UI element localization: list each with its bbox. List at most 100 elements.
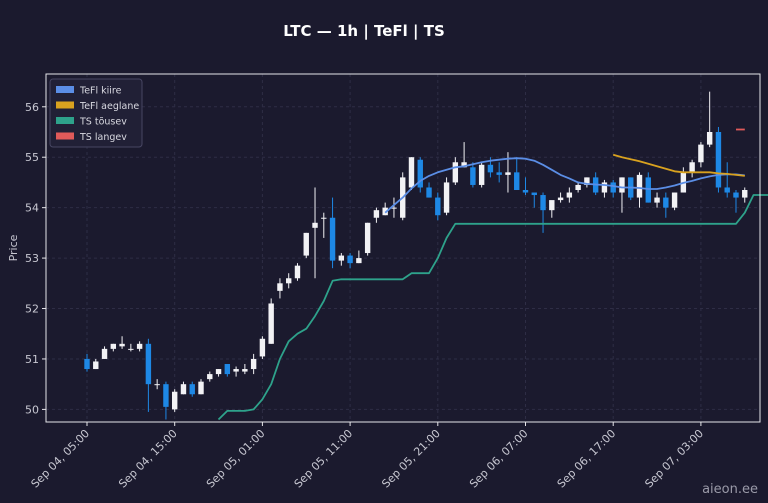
candle bbox=[268, 298, 274, 344]
candle-body bbox=[724, 187, 730, 193]
candle bbox=[654, 192, 660, 208]
candle-body bbox=[145, 343, 152, 385]
candle bbox=[478, 162, 485, 188]
candle-body bbox=[356, 258, 362, 264]
candle-body bbox=[259, 338, 266, 357]
candle-body bbox=[250, 358, 257, 370]
candle-body bbox=[733, 192, 739, 198]
candles bbox=[84, 91, 748, 420]
candle bbox=[514, 157, 520, 190]
y-tick-label: 53 bbox=[25, 252, 39, 265]
candle bbox=[417, 157, 423, 193]
candle bbox=[329, 197, 336, 269]
y-tick-label: 51 bbox=[25, 353, 39, 366]
candle-body bbox=[610, 182, 616, 193]
candle bbox=[557, 192, 564, 203]
candle-body bbox=[382, 207, 388, 216]
candle-body bbox=[224, 364, 231, 375]
candle bbox=[443, 177, 450, 216]
candle bbox=[610, 179, 616, 198]
candle-body bbox=[189, 384, 195, 395]
candle-body bbox=[347, 255, 353, 264]
candle-body bbox=[408, 157, 415, 188]
candle bbox=[540, 192, 546, 233]
candle bbox=[733, 190, 739, 213]
candle bbox=[522, 177, 529, 196]
candle-body bbox=[443, 182, 450, 213]
candle-body bbox=[312, 222, 318, 228]
candle-body bbox=[242, 369, 248, 372]
candle bbox=[286, 273, 292, 289]
x-tick-label: Sep 06, 07:00 bbox=[467, 427, 531, 491]
candle bbox=[680, 167, 687, 193]
candle bbox=[628, 177, 634, 201]
legend-swatch bbox=[56, 132, 74, 140]
x-tick-label: Sep 04, 05:00 bbox=[29, 427, 93, 491]
x-tick-label: Sep 06, 17:00 bbox=[555, 427, 619, 491]
candle bbox=[303, 232, 309, 259]
plot-frame bbox=[45, 73, 761, 423]
legend-label: TeFl kiire bbox=[79, 86, 122, 97]
candle-body bbox=[373, 210, 380, 218]
candle-body bbox=[671, 192, 678, 208]
candle bbox=[601, 179, 608, 198]
candle-body bbox=[93, 361, 99, 370]
candle bbox=[531, 192, 537, 208]
candle bbox=[706, 91, 713, 148]
candle bbox=[549, 200, 555, 218]
chart-title: LTC — 1h | TeFl | TS bbox=[283, 22, 445, 40]
y-axis-label: Price bbox=[7, 234, 20, 261]
candle-body bbox=[338, 255, 345, 261]
candle bbox=[356, 250, 362, 264]
candle-body bbox=[470, 167, 476, 185]
candle bbox=[470, 162, 476, 188]
candle-body bbox=[268, 303, 274, 344]
legend-label: TS langev bbox=[79, 132, 127, 143]
candle-body bbox=[487, 164, 494, 173]
candle-body bbox=[531, 192, 537, 196]
candle bbox=[636, 172, 643, 208]
legend-swatch bbox=[56, 117, 74, 124]
candle bbox=[689, 159, 695, 178]
candle-body bbox=[286, 278, 292, 284]
candle bbox=[312, 187, 318, 279]
candle-body bbox=[84, 358, 90, 370]
candle bbox=[277, 278, 283, 299]
candle bbox=[435, 192, 441, 221]
candle bbox=[724, 162, 730, 198]
candle bbox=[110, 343, 117, 352]
candle bbox=[575, 182, 581, 193]
candle bbox=[382, 202, 388, 216]
candle bbox=[198, 379, 204, 395]
y-tick-label: 54 bbox=[25, 202, 39, 215]
candle bbox=[180, 381, 187, 395]
candle bbox=[566, 187, 573, 203]
y-tick-label: 52 bbox=[25, 303, 39, 316]
legend-swatch bbox=[56, 86, 74, 93]
candle-body bbox=[540, 195, 546, 211]
candle bbox=[215, 369, 222, 377]
candle bbox=[461, 142, 467, 168]
candle-body bbox=[435, 197, 441, 216]
candle-body bbox=[207, 374, 213, 380]
candle-body bbox=[110, 343, 117, 349]
x-tick-label: Sep 07, 03:00 bbox=[642, 427, 706, 491]
candle-body bbox=[663, 197, 669, 208]
candle-body bbox=[715, 132, 722, 188]
candle-body bbox=[119, 343, 125, 347]
grid-lines bbox=[46, 74, 760, 422]
candle-body bbox=[128, 348, 134, 350]
candle-body bbox=[198, 381, 204, 395]
candle bbox=[645, 172, 651, 203]
candle-body bbox=[364, 222, 371, 254]
candle-body bbox=[180, 384, 187, 395]
candle-body bbox=[619, 177, 625, 193]
candle bbox=[259, 336, 266, 359]
candle bbox=[584, 177, 590, 188]
candle bbox=[154, 379, 160, 390]
candle bbox=[84, 353, 90, 372]
candle bbox=[391, 197, 397, 218]
legend-label: TeFl aeglane bbox=[79, 101, 139, 112]
candle-body bbox=[689, 162, 695, 173]
candle-body bbox=[496, 172, 502, 175]
